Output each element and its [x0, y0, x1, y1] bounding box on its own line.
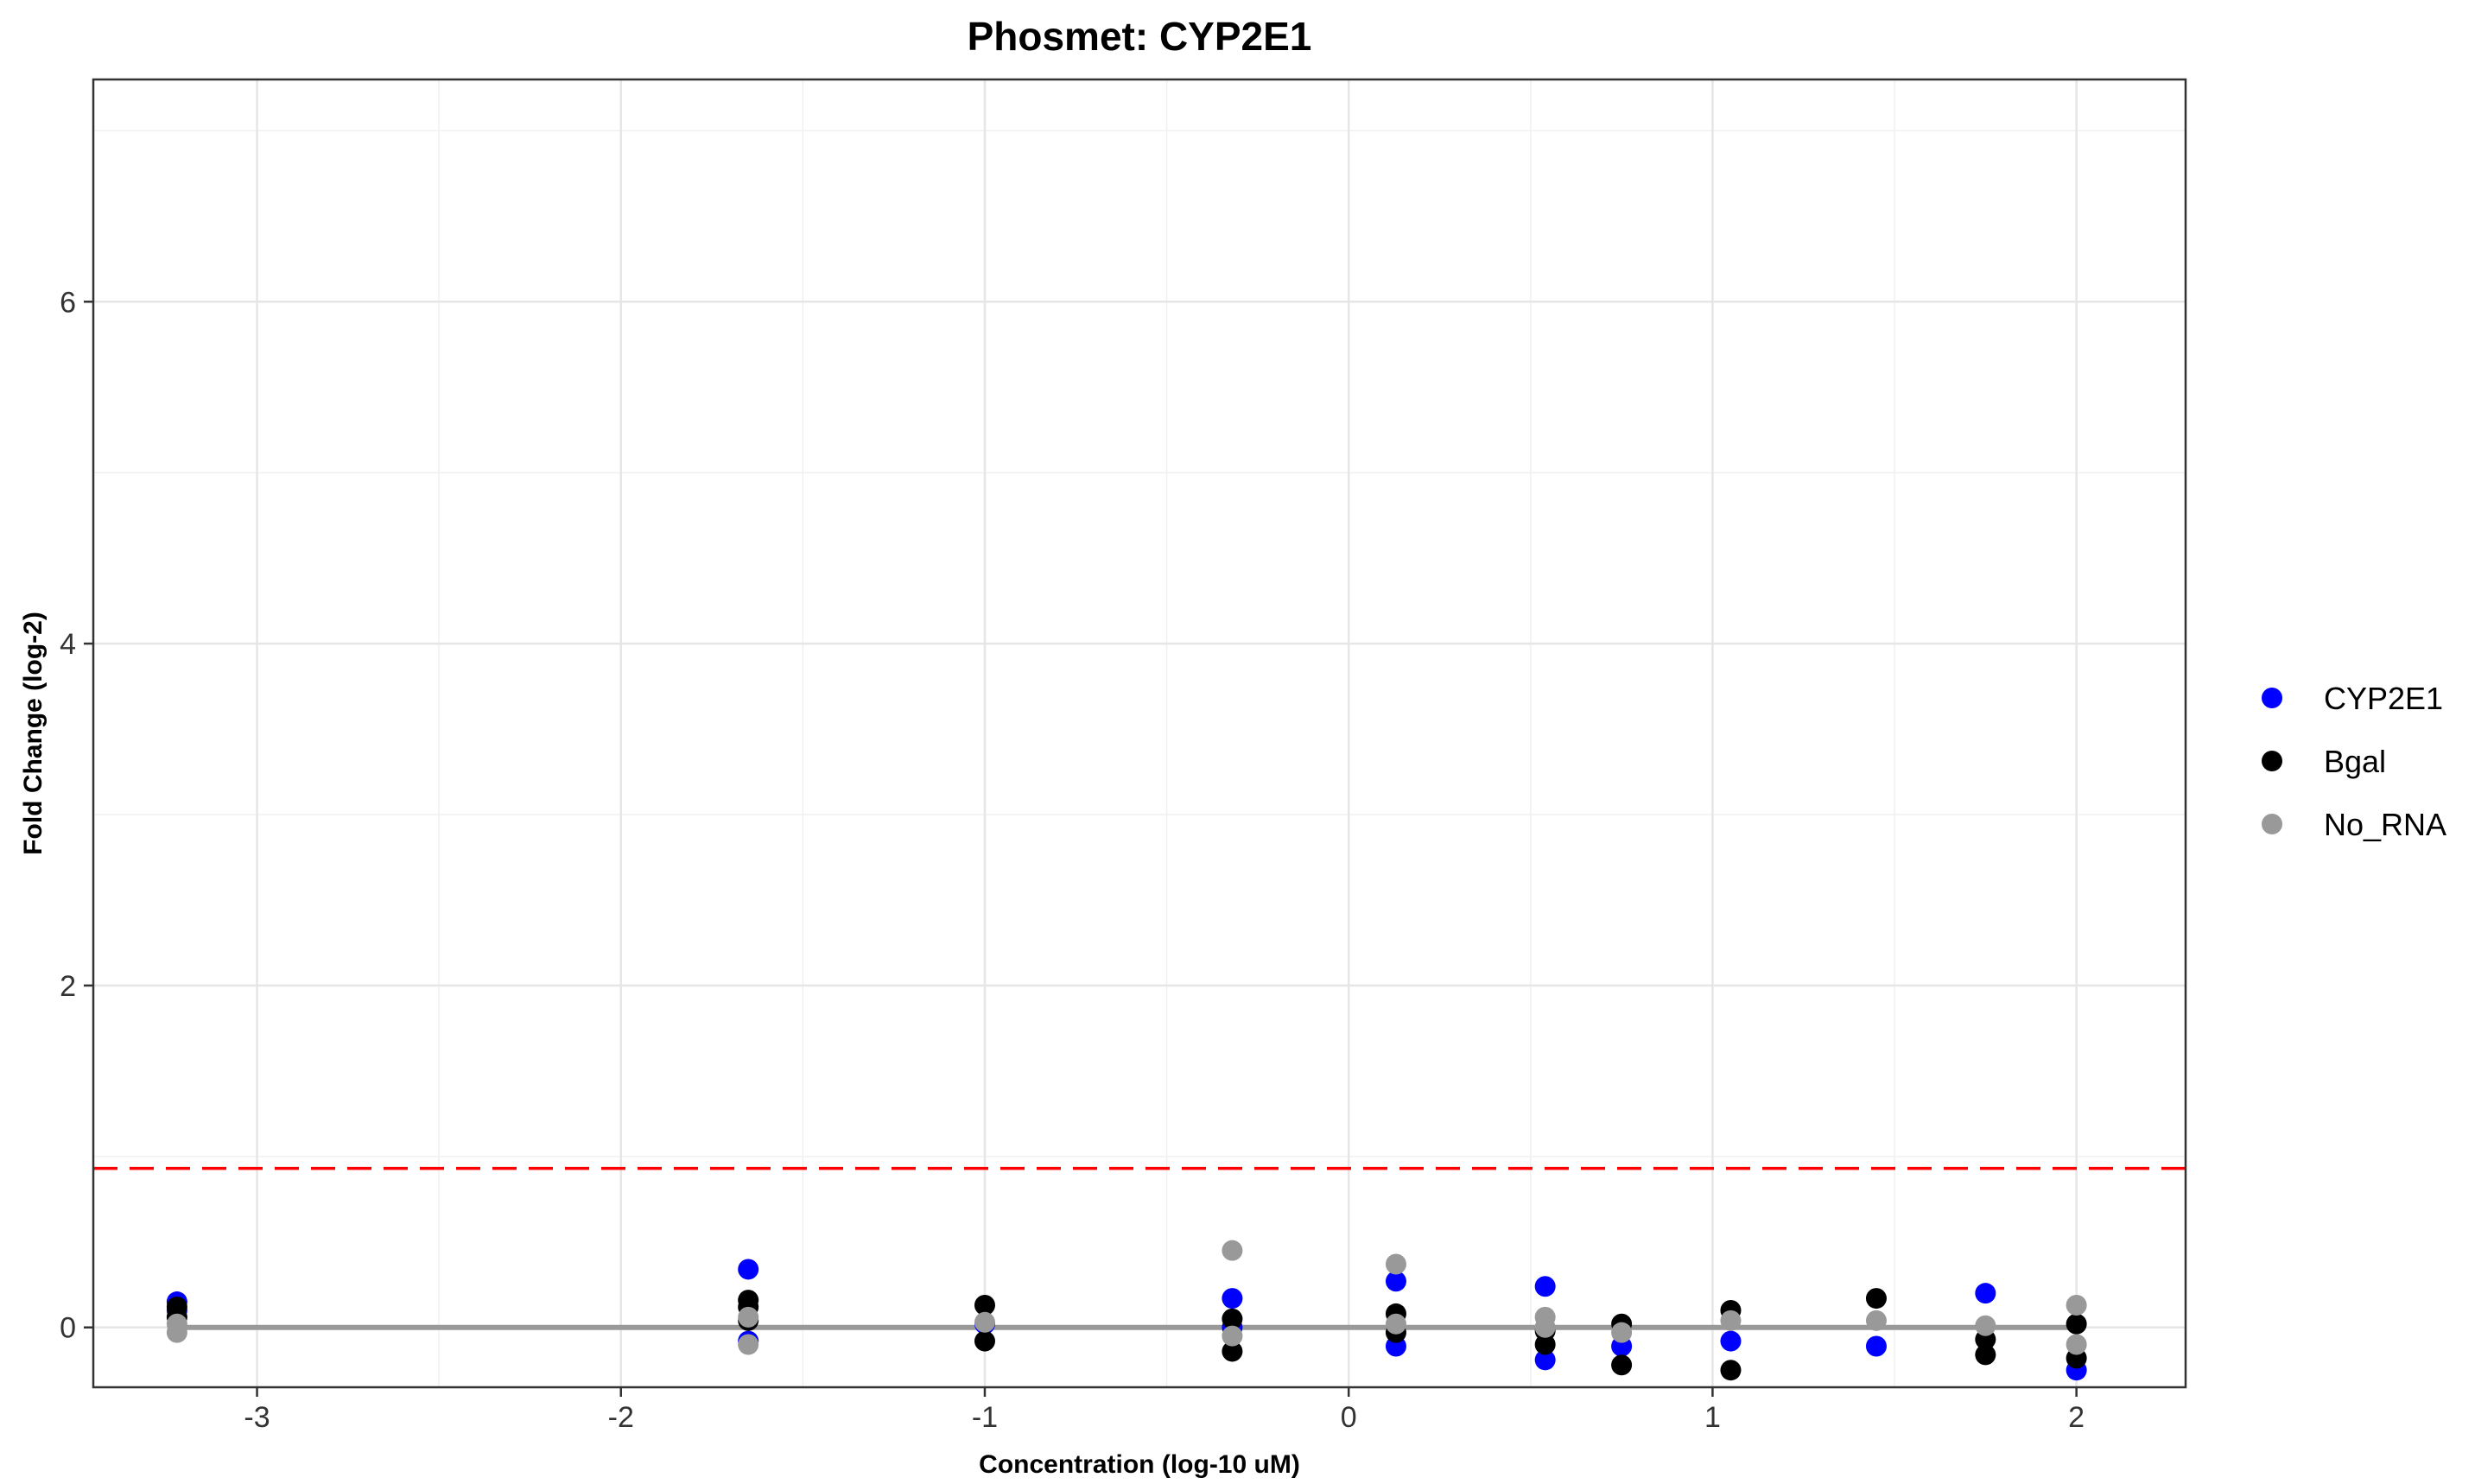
x-axis-ticks: -3 -2 -1 0 1 2: [244, 1387, 2085, 1434]
point-bgal: [2066, 1313, 2087, 1335]
x-tick-label: -1: [972, 1401, 998, 1434]
point-cyp2e1: [1865, 1335, 1887, 1357]
x-tick-label: 2: [2068, 1401, 2085, 1434]
point-bgal: [1222, 1308, 1243, 1329]
point-cyp2e1: [1385, 1271, 1406, 1292]
legend-key-cyp2e1: [2262, 688, 2282, 708]
point-bgal: [974, 1330, 995, 1352]
y-tick-label: 0: [60, 1312, 76, 1345]
point-bgal: [1611, 1354, 1633, 1376]
y-axis-title: Fold Change (log-2): [19, 612, 48, 855]
y-tick-label: 6: [60, 286, 76, 319]
point-bgal: [974, 1295, 995, 1316]
legend-label-no-rna: No_RNA: [2324, 807, 2446, 842]
legend-key-bgal: [2262, 751, 2282, 771]
x-tick-label: -3: [244, 1401, 270, 1434]
point-no-rna: [1534, 1316, 1556, 1338]
point-no-rna: [2066, 1295, 2087, 1316]
point-no-rna: [2066, 1334, 2087, 1355]
point-no-rna: [1975, 1315, 1996, 1336]
point-cyp2e1: [1534, 1349, 1556, 1371]
point-no-rna: [1222, 1240, 1243, 1261]
point-bgal: [1865, 1288, 1887, 1310]
point-no-rna: [738, 1306, 759, 1328]
point-no-rna: [1865, 1310, 1887, 1331]
point-cyp2e1: [1222, 1288, 1243, 1310]
x-tick-label: 1: [1704, 1401, 1721, 1434]
point-no-rna: [1222, 1325, 1243, 1347]
point-no-rna: [974, 1311, 995, 1333]
point-no-rna: [1611, 1322, 1633, 1343]
data-points: [166, 1240, 2087, 1381]
point-no-rna: [166, 1322, 187, 1343]
plot-border: [92, 78, 2187, 1389]
point-no-rna: [1385, 1313, 1406, 1335]
x-axis-title: Concentration (log-10 uM): [979, 1450, 1300, 1479]
x-tick-label: -2: [608, 1401, 634, 1434]
point-bgal: [1222, 1341, 1243, 1362]
legend-label-bgal: Bgal: [2324, 744, 2386, 779]
y-tick-label: 2: [60, 970, 76, 1003]
grid-minor: [93, 79, 2186, 1387]
point-bgal: [1720, 1360, 1742, 1381]
point-no-rna: [738, 1334, 759, 1355]
point-cyp2e1: [1975, 1283, 1996, 1304]
point-bgal: [1975, 1344, 1996, 1366]
y-tick-label: 4: [60, 628, 76, 661]
legend: CYP2E1 Bgal No_RNA: [2262, 681, 2446, 842]
x-tick-label: 0: [1341, 1401, 1357, 1434]
y-axis-ticks: 0 2 4 6: [60, 286, 93, 1345]
plot-background: [93, 79, 2186, 1387]
point-cyp2e1: [1720, 1330, 1742, 1352]
point-no-rna: [1720, 1310, 1742, 1331]
legend-label-cyp2e1: CYP2E1: [2324, 681, 2443, 716]
point-no-rna: [1385, 1253, 1406, 1275]
point-cyp2e1: [1534, 1276, 1556, 1297]
legend-key-no-rna: [2262, 814, 2282, 834]
point-cyp2e1: [738, 1259, 759, 1280]
chart-title: Phosmet: CYP2E1: [968, 14, 1312, 59]
